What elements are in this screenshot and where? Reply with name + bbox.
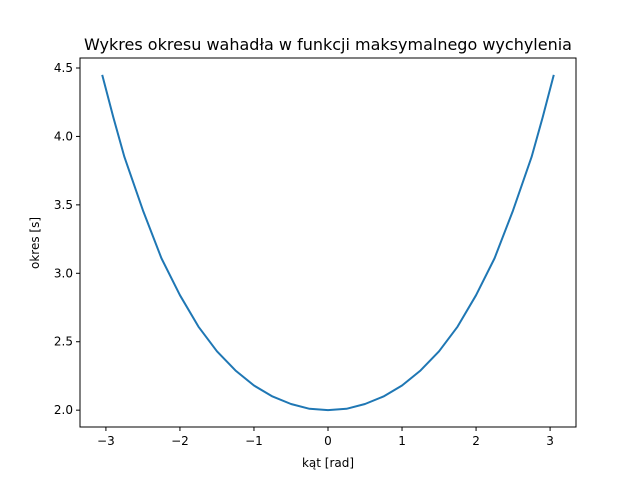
- y-axis-ticks: 2.0 2.5 3.0 3.5 4.0 4.5: [54, 61, 80, 417]
- x-axis-ticks: −3 −2 −1 0 1 2 3: [97, 427, 554, 448]
- y-tick-label: 4.0: [54, 129, 73, 143]
- x-tick-label: 3: [546, 434, 554, 448]
- y-tick-label: 3.0: [54, 266, 73, 280]
- y-tick-label: 2.5: [54, 335, 73, 349]
- x-tick-label: 2: [472, 434, 480, 448]
- y-axis-label: okres [s]: [28, 217, 42, 269]
- plot-area: [101, 74, 555, 412]
- y-tick-label: 2.0: [54, 403, 73, 417]
- chart-title: Wykres okresu wahadła w funkcji maksymal…: [84, 35, 572, 54]
- y-tick-label: 4.5: [54, 61, 73, 75]
- x-tick-label: −3: [97, 434, 115, 448]
- series-line-0: [101, 74, 555, 412]
- x-tick-label: 1: [398, 434, 406, 448]
- x-tick-label: −2: [171, 434, 189, 448]
- x-tick-label: 0: [324, 434, 332, 448]
- x-axis-label: kąt [rad]: [302, 456, 354, 470]
- y-tick-label: 3.5: [54, 198, 73, 212]
- x-tick-label: −1: [245, 434, 263, 448]
